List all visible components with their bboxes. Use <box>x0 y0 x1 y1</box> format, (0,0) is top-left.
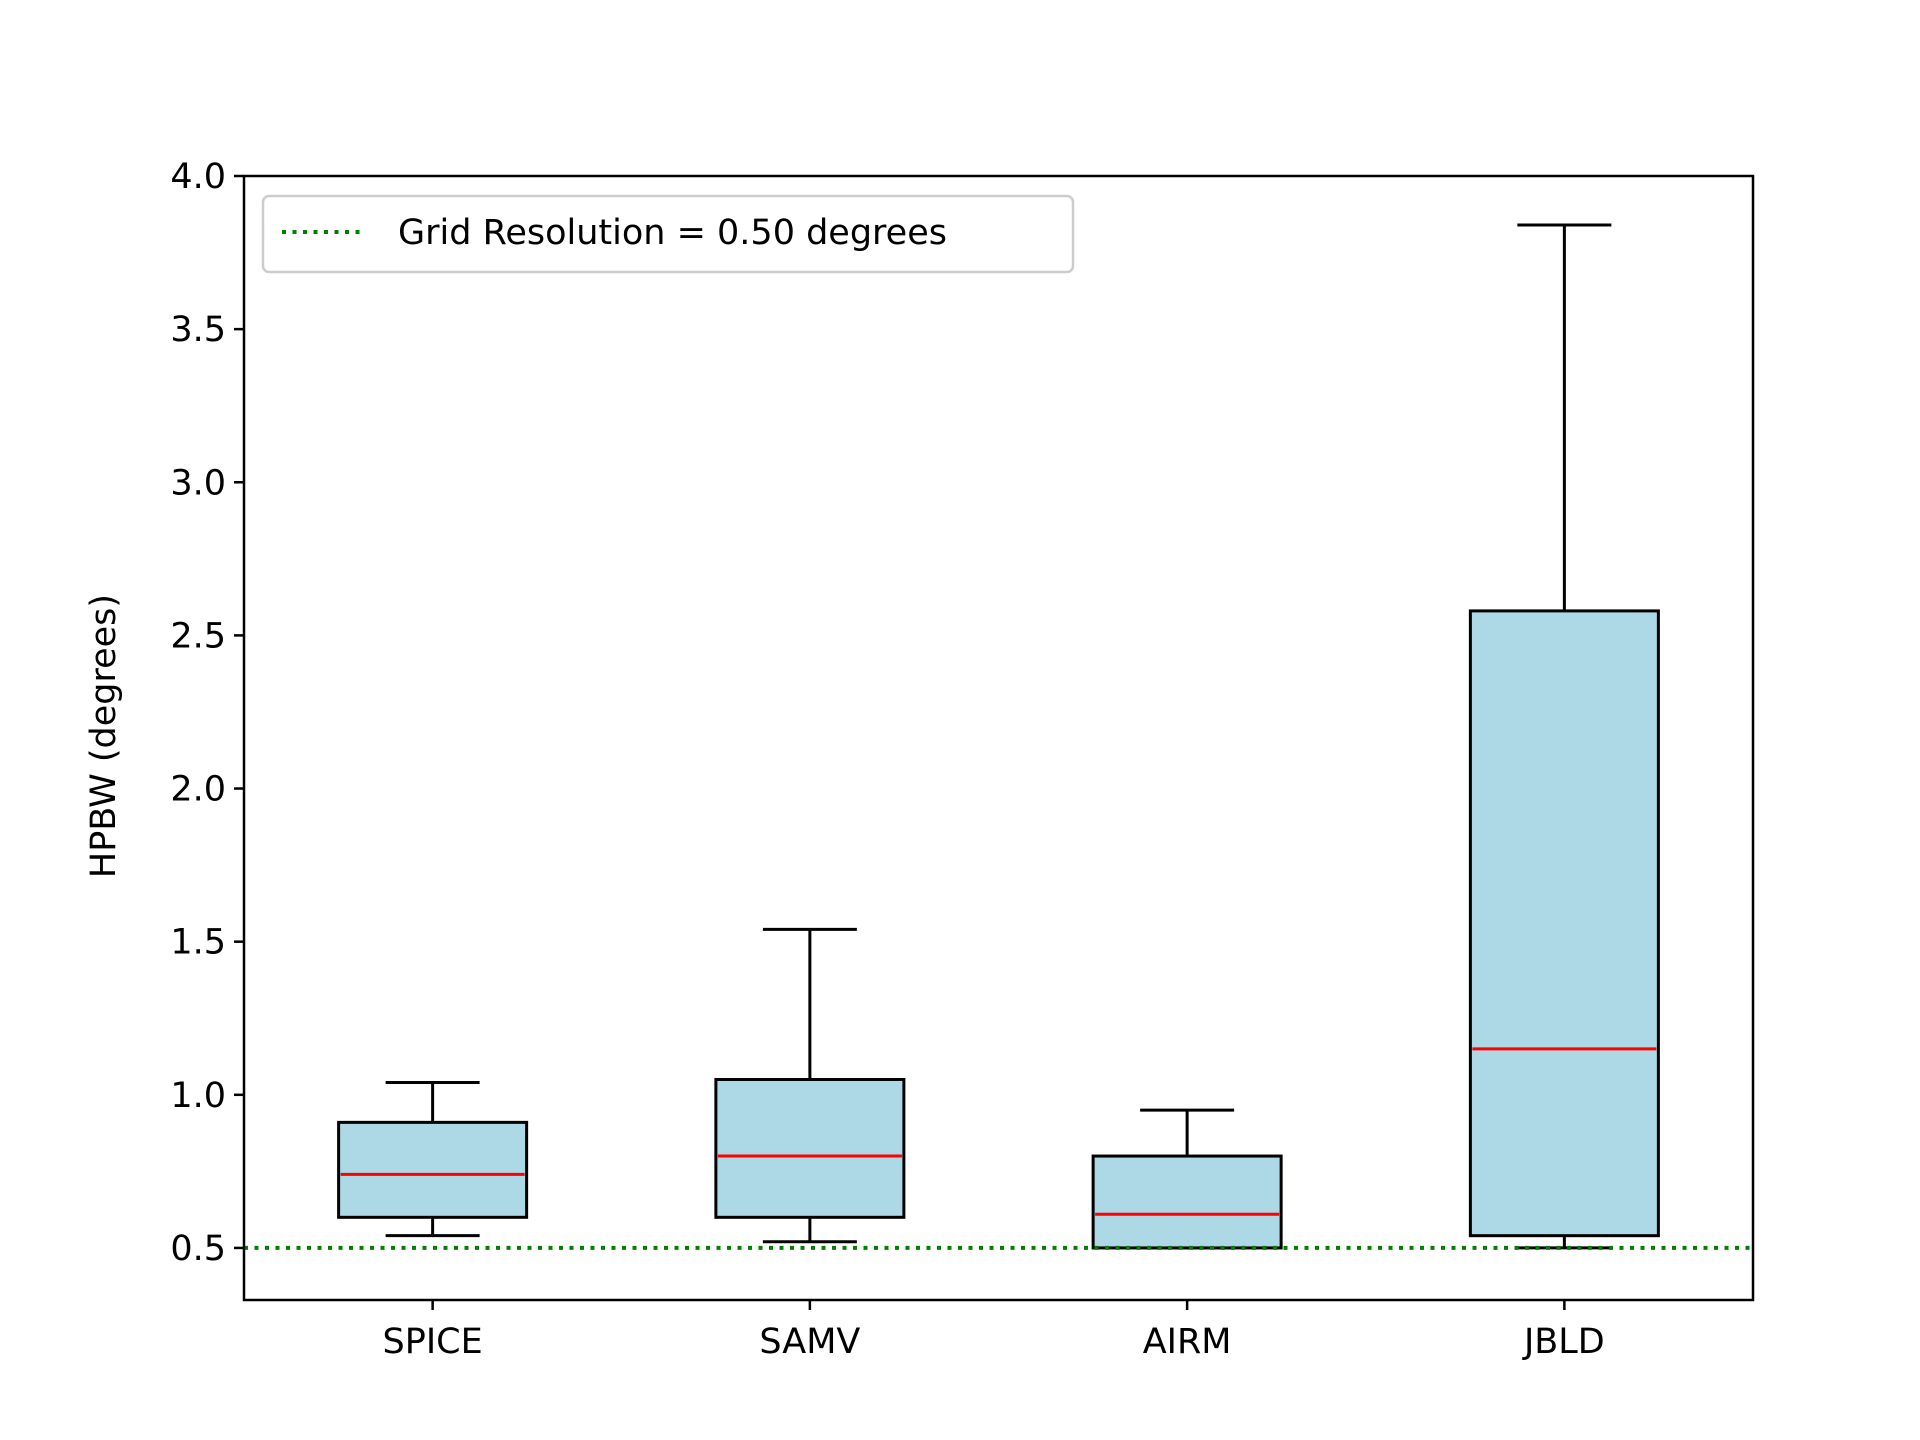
box-jbld <box>1468 223 1660 1250</box>
plot-area <box>337 223 1660 1250</box>
y-tick-label: 1.0 <box>170 1076 226 1116</box>
x-tick-label: AIRM <box>1143 1322 1232 1362</box>
box-iqr <box>714 1077 906 1219</box>
legend-box <box>261 194 1075 274</box>
axes-frame <box>242 174 1755 1302</box>
y-tick-label: 4.0 <box>170 157 226 197</box>
box-iqr <box>337 1120 529 1219</box>
box-samv <box>714 927 906 1244</box>
y-axis-label: HPBW (degrees) <box>84 594 124 878</box>
y-tick-label: 2.5 <box>170 616 226 656</box>
box-iqr <box>1468 609 1660 1238</box>
y-tick-label: 3.5 <box>170 310 226 350</box>
box-airm <box>1091 1108 1283 1250</box>
x-tick-label: SPICE <box>383 1322 483 1362</box>
x-tick-label: JBLD <box>1522 1322 1605 1362</box>
y-tick-label: 0.5 <box>170 1229 226 1269</box>
y-tick-label: 2.0 <box>170 770 226 810</box>
x-tick-label: SAMV <box>759 1322 860 1362</box>
y-tick-label: 3.0 <box>170 463 226 503</box>
box-iqr <box>1091 1154 1283 1250</box>
axes: 0.5 1.0 1.5 2.0 2.5 3.0 3.5 4.0 SPICE SAMV AIRM JBL… <box>170 157 1755 1362</box>
legend: Grid Resolution = 0.50 degrees <box>261 194 1075 274</box>
y-tick-label: 1.5 <box>170 923 226 963</box>
legend-label: Grid Resolution = 0.50 degrees <box>398 213 947 253</box>
box-spice <box>337 1081 529 1238</box>
